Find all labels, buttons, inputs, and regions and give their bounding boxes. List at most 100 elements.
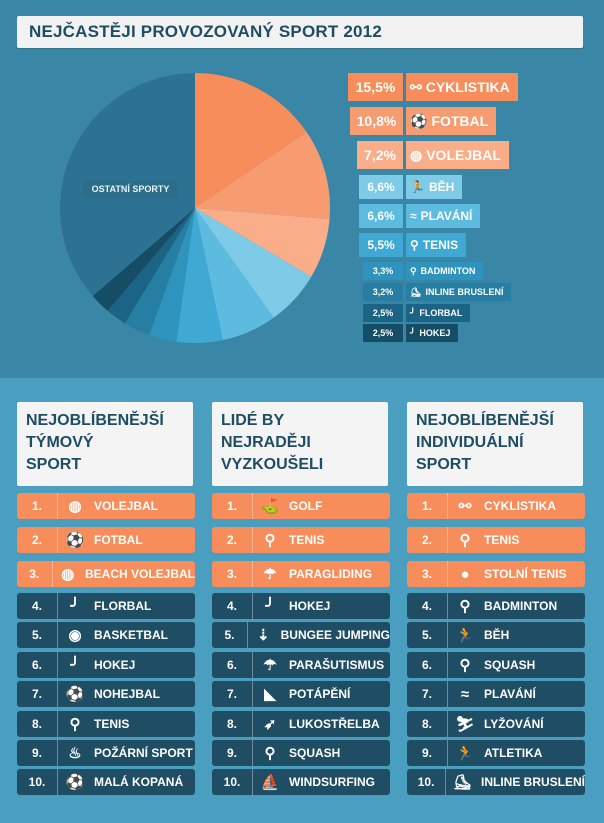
legend-value: 2,5% [363,324,403,342]
hockey-stick-icon: ╯ [265,598,275,615]
title-bar: NEJČASTĚJI PROVOZOVANÝ SPORT 2012 [17,16,583,48]
volleyball-icon: ◍ [410,147,423,163]
ranking-row: 7. ◣ POTÁPĚNÍ [212,681,390,708]
rank-number: 1. [407,493,448,519]
ranking-row: 7. ≈ PLAVÁNÍ [407,681,585,708]
sport-name: TENIS [484,533,520,547]
legend-label-box: ◍ VOLEJBAL [406,141,509,169]
tennis-racket-icon: ⚲ [459,532,471,549]
pie-slice-b-h [195,208,312,318]
column-heading-line: NEJOBLÍBENĚJŠÍ [26,412,164,429]
football-icon: ⚽ [65,686,85,704]
sport-name: BASKETBAL [94,628,168,643]
sport-name: LYŽOVÁNÍ [484,716,544,731]
legend-label: VOLEJBAL [426,147,501,163]
sport-name: GOLF [289,499,323,513]
column-heading-line: TÝMOVÝ [26,434,94,451]
sport-name: FOTBAL [94,533,143,547]
tennis-racket-icon: ⚲ [69,715,81,733]
bike-icon: ⚯ [410,79,422,95]
legend-value: 5,5% [359,233,403,257]
ranking-row: 9. ⚲ SQUASH [212,740,390,766]
rank-number: 6. [407,651,448,678]
pie-slice-volejbal [195,208,330,277]
legend-item: 2,5% ╯ HOKEJ [363,324,459,342]
hockey-stick-icon: ╯ [70,656,80,674]
ranking-row: 4. ⚲ BADMINTON [407,593,585,619]
pie-slice-florbal [107,208,195,324]
ranking-row: 10. ⛵ WINDSURFING [212,769,390,796]
rank-number: 6. [17,651,58,678]
rank-number: 3. [212,561,253,587]
legend-item: 7,2% ◍ VOLEJBAL [357,141,509,169]
rank-number: 4. [17,593,58,619]
rank-number: 9. [212,740,253,766]
rank-number: 4. [212,593,253,619]
sport-name: MALÁ KOPANÁ [94,775,184,790]
ranking-row: 5. ◉ BASKETBAL [17,622,195,649]
legend-label: BADMINTON [420,266,476,276]
ranking-row: 2. ⚲ TENIS [407,527,585,553]
legend-value: 7,2% [357,141,403,169]
sport-name: PLAVÁNÍ [484,687,536,702]
legend-label-box: ⚯ CYKLISTIKA [406,73,518,101]
ranking-row: 2. ⚲ TENIS [212,527,390,553]
column-heading-line: NEJRADĚJI [221,434,311,451]
legend-label-box: ⛸ INLINE BRUSLENÍ [406,283,512,301]
pie-slice-plav-n- [195,208,274,341]
sport-name: HOKEJ [94,657,136,672]
legend-item: 3,3% ⚲ BADMINTON [363,262,484,280]
rank-number: 9. [17,740,58,766]
sport-name: NOHEJBAL [94,687,161,702]
rank-number: 2. [212,527,253,553]
legend-label: BĚH [428,180,455,194]
running-icon: 🏃 [410,180,425,194]
rank-number: 3. [17,561,53,587]
legend-value: 6,6% [359,175,403,199]
sport-name: POŽÁRNÍ SPORT [94,746,193,760]
legend-value: 15,5% [348,73,403,101]
swimming-icon: ≈ [460,685,470,703]
legend-item: 15,5% ⚯ CYKLISTIKA [348,73,518,101]
volleyball-icon: ◍ [61,566,75,583]
ranking-row: 3. ◍ BEACH VOLEJBAL [17,561,195,587]
tennis-icon: ⚲ [410,238,419,252]
legend-item: 10,8% ⚽ FOTBAL [350,107,497,135]
rank-number: 2. [17,527,58,553]
sport-name: BEACH VOLEJBAL [84,567,195,581]
rank-number: 2. [407,527,448,553]
sport-name: PARAGLIDING [289,567,373,581]
sport-name: HOKEJ [289,599,331,613]
legend-label-box: ⚽ FOTBAL [406,107,497,135]
football-icon: ⚽ [65,774,85,792]
sport-name: CYKLISTIKA [484,499,556,513]
legend-label: FLORBAL [419,308,463,318]
ranking-row: 5. 🏃 BĚH [407,622,585,649]
table-tennis-icon: ● [460,565,470,583]
ranking-row: 5. ⇣ BUNGEE JUMPING [212,622,390,649]
ranking-row: 1. ◍ VOLEJBAL [17,493,195,519]
legend-value: 10,8% [350,107,403,135]
rank-number: 10. [407,769,447,796]
ranking-row: 1. ⚯ CYKLISTIKA [407,493,585,519]
rank-number: 10. [17,769,58,796]
rank-number: 8. [212,710,253,737]
sport-name: LUKOSTŘELBA [289,716,380,731]
column-heading: NEJOBLÍBENĚJŠÍ INDIVIDUÁLNÍ SPORT [407,402,583,486]
legend-item: 6,6% 🏃 BĚH [359,175,463,199]
fire-icon: ♨ [68,745,82,762]
rank-number: 5. [212,622,248,649]
sport-name: TENIS [289,533,325,547]
squash-racket-icon: ⚲ [459,656,471,674]
pie-slice-fotbal [195,132,330,220]
legend-label-box: ╯ HOKEJ [406,324,459,342]
legend-label-box: ⚲ BADMINTON [406,262,484,280]
badminton-icon: ⚲ [410,266,417,276]
legend-item: 6,6% ≈ PLAVÁNÍ [359,204,481,228]
rank-number: 1. [17,493,58,519]
legend-label-box: ≈ PLAVÁNÍ [406,204,481,228]
rank-number: 3. [407,561,448,587]
rank-number: 7. [17,681,58,708]
running-icon: 🏃 [455,627,475,645]
legend-label: FOTBAL [431,113,489,129]
